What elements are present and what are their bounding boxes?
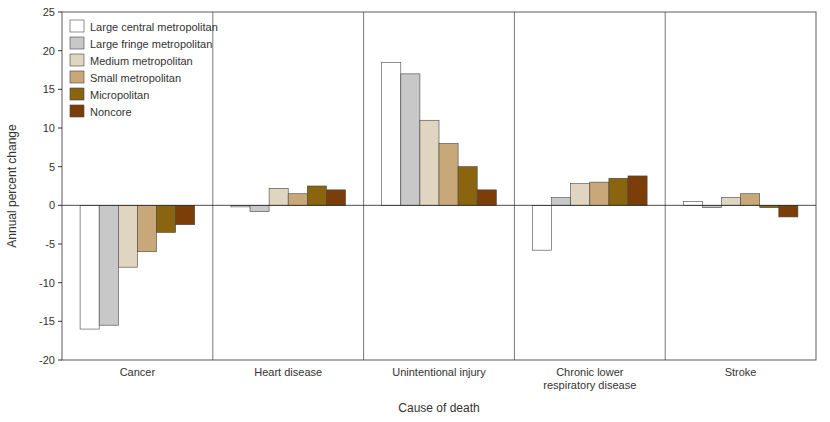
legend-label: Small metropolitan xyxy=(90,72,181,84)
y-tick-label: -5 xyxy=(45,238,55,250)
chart-svg: -20 -15 -10 -5 0 5 10 15 20 25 Cancer Heart disease… xyxy=(0,0,830,422)
y-tick-label: 5 xyxy=(49,161,55,173)
legend-label: Medium metropolitan xyxy=(90,55,193,67)
bar xyxy=(779,205,798,217)
y-tick xyxy=(58,166,62,167)
y-tick xyxy=(58,89,62,90)
y-tick-label: 20 xyxy=(43,45,55,57)
y-tick xyxy=(58,321,62,322)
y-tick-label: 25 xyxy=(43,6,55,18)
legend-swatch xyxy=(70,88,84,100)
y-tick-label: -15 xyxy=(39,315,55,327)
group-divider xyxy=(363,12,364,360)
group-divider xyxy=(514,12,515,360)
bar xyxy=(307,186,326,205)
bar xyxy=(552,198,571,206)
bar xyxy=(741,194,760,206)
x-tick-label: Heart disease xyxy=(254,366,322,378)
bar xyxy=(532,205,551,250)
bar xyxy=(439,143,458,205)
y-tick-label: 10 xyxy=(43,122,55,134)
x-tick-label: Cancer xyxy=(120,366,156,378)
legend-swatch xyxy=(70,37,84,49)
bar xyxy=(80,205,99,329)
bar xyxy=(420,120,439,205)
chart-container: -20 -15 -10 -5 0 5 10 15 20 25 Cancer Heart disease… xyxy=(0,0,830,422)
legend-swatch xyxy=(70,105,84,117)
legend-label: Micropolitan xyxy=(90,89,149,101)
bar xyxy=(571,184,590,206)
bar xyxy=(99,205,118,325)
zero-line xyxy=(62,205,816,206)
legend-swatch xyxy=(70,71,84,83)
bar xyxy=(477,190,496,205)
bar xyxy=(176,205,195,224)
x-tick-label: Stroke xyxy=(725,366,757,378)
y-tick-label: 0 xyxy=(49,199,55,211)
x-tick-label: Chronic lowerrespiratory disease xyxy=(543,366,636,391)
bar xyxy=(288,194,307,206)
y-tick-label: -20 xyxy=(39,354,55,366)
bar xyxy=(590,182,609,205)
bar xyxy=(250,205,269,211)
group-divider xyxy=(665,12,666,360)
x-tick-label: Unintentional injury xyxy=(392,366,486,378)
y-axis-label: Annual percent change xyxy=(5,124,19,248)
y-tick-label: -10 xyxy=(39,277,55,289)
bar xyxy=(401,74,420,205)
bar xyxy=(269,188,288,205)
bar xyxy=(721,198,740,206)
y-tick xyxy=(58,205,62,206)
legend-label: Noncore xyxy=(90,106,132,118)
legend-label: Large central metropolitan xyxy=(90,21,218,33)
y-tick xyxy=(58,12,62,13)
bar xyxy=(628,176,647,205)
x-axis-label: Cause of death xyxy=(398,401,479,415)
group-divider xyxy=(212,12,213,360)
bar xyxy=(458,167,477,206)
bar xyxy=(137,205,156,251)
bar xyxy=(609,178,628,205)
y-tick xyxy=(58,128,62,129)
bar xyxy=(683,201,702,205)
legend-swatch xyxy=(70,20,84,32)
bar xyxy=(157,205,176,232)
bars xyxy=(80,62,798,329)
legend: Large central metropolitan Large fringe m… xyxy=(70,20,218,118)
bar xyxy=(382,62,401,205)
y-tick-label: 15 xyxy=(43,83,55,95)
plot-frame xyxy=(62,12,816,360)
y-tick xyxy=(58,50,62,51)
y-tick xyxy=(58,282,62,283)
legend-label: Large fringe metropolitan xyxy=(90,38,212,50)
y-tick xyxy=(58,360,62,361)
bar xyxy=(118,205,137,267)
legend-swatch xyxy=(70,54,84,66)
bar xyxy=(326,190,345,205)
y-tick xyxy=(58,244,62,245)
